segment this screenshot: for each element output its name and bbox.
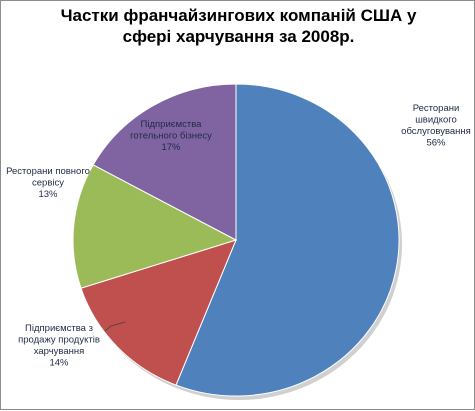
data-label-line: Ресторани	[413, 103, 460, 114]
data-label-value: 17%	[161, 142, 181, 153]
pie-slice-2	[72, 164, 238, 289]
leader-line-slice-1	[104, 321, 126, 332]
data-label-line: продажу продуктів	[18, 335, 100, 346]
chart-title-line-1: Частки франчайзингових компаній США у	[60, 6, 417, 25]
data-label-line: готельного бізнесу	[130, 131, 212, 142]
data-label-value: 56%	[426, 138, 446, 149]
data-label-slice-2: Ресторани повного сервісу 13%	[6, 166, 90, 200]
data-label-value: 14%	[49, 358, 69, 369]
data-label-line: Підприємства з	[25, 323, 93, 334]
data-label-line: сервісу	[32, 178, 64, 189]
data-label-line: Ресторани повного	[6, 166, 90, 177]
data-label-line: Підприємства	[141, 119, 203, 130]
data-label-line: обслуговування	[401, 126, 471, 137]
pie-slice-3	[92, 83, 237, 241]
data-label-slice-1: Підприємства з продажу продуктів харчуванн…	[18, 323, 100, 369]
data-label-slice-0: Ресторани швидкого обслуговування 56%	[401, 103, 471, 149]
data-label-line: швидкого	[415, 115, 457, 126]
data-label-slice-3: Підприємства готельного бізнесу 17%	[130, 119, 212, 153]
data-label-line: харчування	[34, 346, 85, 357]
pie-slice-0	[175, 83, 400, 397]
chart-title: Частки франчайзингових компаній США у сф…	[1, 5, 475, 47]
chart-title-line-2: сфері харчування за 2008р.	[122, 27, 355, 46]
data-label-value: 13%	[38, 189, 58, 200]
